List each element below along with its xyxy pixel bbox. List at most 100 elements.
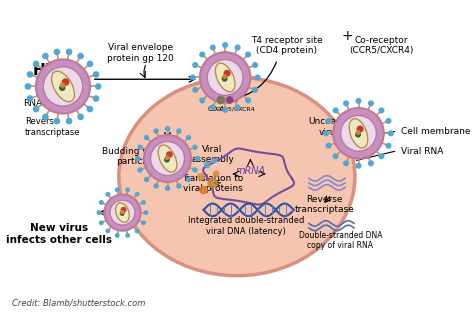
Text: Uncoated
virus: Uncoated virus [308,117,351,136]
Circle shape [93,96,99,101]
Text: +: + [342,29,354,43]
Circle shape [379,108,384,113]
Circle shape [136,193,139,196]
Text: Co-receptor
(CCR5/CXCR4): Co-receptor (CCR5/CXCR4) [349,36,413,55]
Text: Integrated double-stranded
viral DNA (latency): Integrated double-stranded viral DNA (la… [188,216,304,235]
Circle shape [193,88,198,92]
Circle shape [200,52,250,103]
Circle shape [326,144,331,148]
Ellipse shape [116,203,129,222]
Circle shape [333,154,338,159]
Circle shape [106,193,109,196]
Circle shape [235,105,240,110]
Circle shape [121,211,124,214]
Text: Viral RNA: Viral RNA [401,147,443,156]
Circle shape [207,60,243,95]
Circle shape [210,45,215,50]
Circle shape [186,135,191,140]
Circle shape [78,53,83,59]
Circle shape [246,98,250,103]
Circle shape [165,186,170,190]
Text: Cell membrane: Cell membrane [401,127,470,136]
Circle shape [154,129,158,133]
Circle shape [326,119,331,123]
Circle shape [204,162,210,167]
Circle shape [340,115,376,151]
Circle shape [120,212,124,215]
Circle shape [223,108,228,112]
Circle shape [93,72,99,77]
Circle shape [144,211,147,214]
Text: Reverse
transcriptase: Reverse transcriptase [294,195,354,214]
Circle shape [356,164,361,168]
Circle shape [97,211,101,214]
Text: Viral envelope
protein gp 120: Viral envelope protein gp 120 [107,43,174,63]
Text: Credit: Blamb/shutterstock.com: Credit: Blamb/shutterstock.com [12,298,145,307]
Circle shape [193,63,198,67]
Circle shape [96,84,101,89]
Circle shape [357,126,363,132]
Circle shape [200,98,205,103]
Circle shape [324,131,328,136]
Circle shape [222,77,227,81]
Ellipse shape [119,77,355,276]
Circle shape [116,234,119,237]
Circle shape [100,221,103,225]
Circle shape [193,168,197,172]
Circle shape [36,60,90,113]
Circle shape [227,97,233,103]
Circle shape [110,200,135,225]
Text: Translation to
viral proteins: Translation to viral proteins [182,174,243,193]
Circle shape [212,158,217,163]
Circle shape [145,178,148,181]
Circle shape [246,52,250,57]
Circle shape [165,127,170,131]
Circle shape [165,156,169,159]
Text: New virus
infects other cells: New virus infects other cells [7,223,112,245]
Circle shape [333,108,384,159]
Text: mRNA: mRNA [235,166,265,176]
Ellipse shape [158,145,177,172]
Circle shape [27,72,33,77]
Circle shape [145,135,148,140]
Circle shape [34,61,39,66]
Circle shape [138,168,142,172]
Ellipse shape [215,63,235,92]
Circle shape [142,221,146,225]
Circle shape [121,208,126,212]
Circle shape [87,61,92,66]
Circle shape [200,186,207,194]
Text: CD-4: CD-4 [208,106,225,112]
Ellipse shape [52,71,74,102]
Circle shape [386,144,391,148]
Circle shape [43,114,48,119]
Circle shape [235,45,240,50]
Circle shape [43,67,83,106]
Circle shape [195,157,199,161]
Circle shape [66,118,72,124]
Circle shape [389,131,393,136]
Circle shape [344,161,348,165]
Circle shape [144,135,191,182]
Circle shape [379,154,384,159]
Circle shape [356,131,360,134]
Circle shape [25,84,30,89]
Circle shape [60,85,65,90]
Circle shape [63,79,69,85]
Circle shape [191,75,195,80]
Circle shape [167,152,172,157]
Circle shape [198,173,204,180]
Text: HIV: HIV [32,63,63,78]
Text: T4 receptor site
(CD4 protein): T4 receptor site (CD4 protein) [251,36,322,55]
Circle shape [213,171,219,177]
Circle shape [34,107,39,112]
Circle shape [142,201,146,204]
Circle shape [177,184,181,188]
Circle shape [186,178,191,181]
Circle shape [208,178,217,187]
Circle shape [87,107,92,112]
Circle shape [126,188,129,192]
Circle shape [223,75,227,78]
Circle shape [43,53,48,59]
Circle shape [136,157,140,161]
